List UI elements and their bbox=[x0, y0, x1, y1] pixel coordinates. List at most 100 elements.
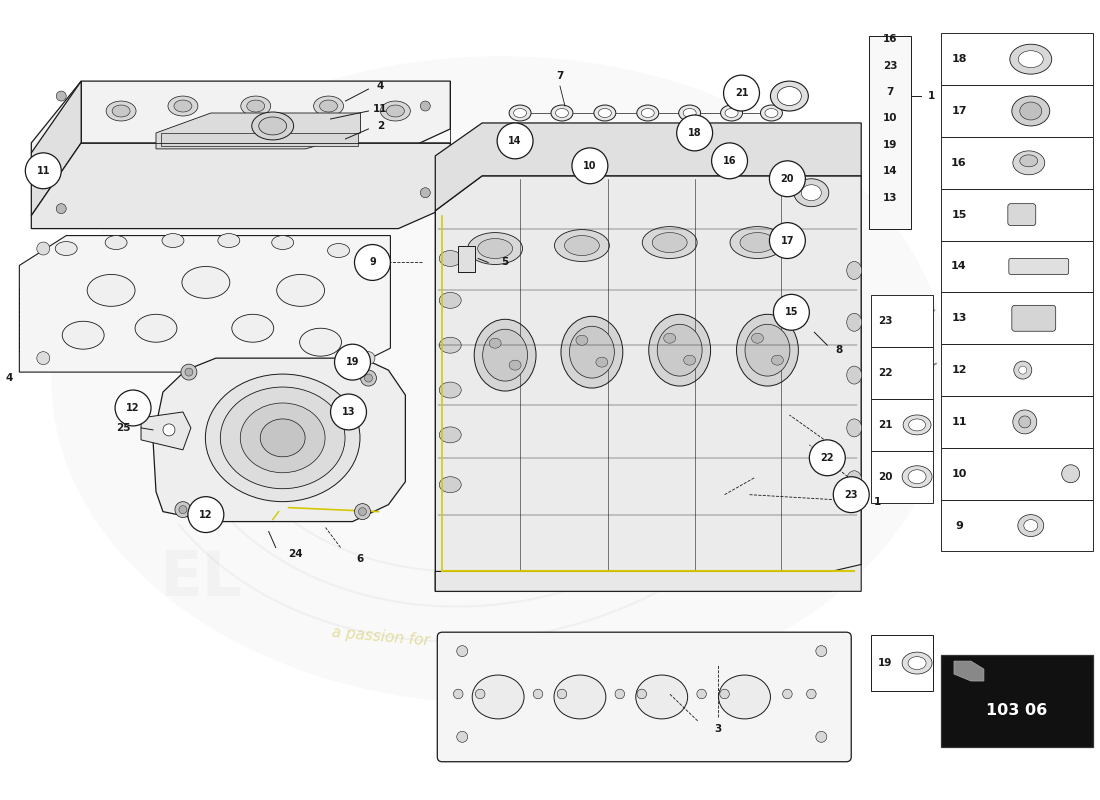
Ellipse shape bbox=[1012, 96, 1049, 126]
Circle shape bbox=[331, 394, 366, 430]
FancyBboxPatch shape bbox=[1009, 258, 1069, 274]
Ellipse shape bbox=[641, 109, 654, 118]
Circle shape bbox=[1013, 410, 1037, 434]
Ellipse shape bbox=[320, 100, 338, 112]
Text: 103 06: 103 06 bbox=[987, 703, 1047, 718]
Ellipse shape bbox=[570, 326, 614, 378]
Ellipse shape bbox=[725, 109, 738, 118]
FancyBboxPatch shape bbox=[940, 34, 1092, 85]
Polygon shape bbox=[954, 661, 983, 681]
Circle shape bbox=[637, 689, 647, 698]
Ellipse shape bbox=[162, 234, 184, 247]
Text: 8: 8 bbox=[836, 345, 843, 355]
Text: 16: 16 bbox=[952, 158, 967, 168]
Ellipse shape bbox=[683, 109, 696, 118]
Ellipse shape bbox=[439, 427, 461, 443]
Ellipse shape bbox=[468, 233, 522, 265]
Circle shape bbox=[773, 294, 810, 330]
Polygon shape bbox=[153, 358, 406, 522]
Ellipse shape bbox=[55, 242, 77, 255]
Ellipse shape bbox=[594, 105, 616, 121]
FancyBboxPatch shape bbox=[940, 292, 1092, 344]
Ellipse shape bbox=[636, 675, 688, 719]
Text: 23: 23 bbox=[883, 61, 898, 70]
Circle shape bbox=[534, 689, 542, 698]
Ellipse shape bbox=[1013, 151, 1045, 174]
Text: 23: 23 bbox=[845, 490, 858, 500]
Circle shape bbox=[179, 506, 187, 514]
FancyBboxPatch shape bbox=[940, 241, 1092, 292]
Ellipse shape bbox=[206, 374, 360, 502]
Polygon shape bbox=[436, 565, 861, 591]
Ellipse shape bbox=[771, 355, 783, 365]
Text: 5: 5 bbox=[502, 258, 508, 267]
Text: 13: 13 bbox=[883, 193, 898, 202]
Circle shape bbox=[558, 689, 566, 698]
Circle shape bbox=[724, 75, 759, 111]
Text: 12: 12 bbox=[199, 510, 212, 520]
Text: 7: 7 bbox=[887, 87, 894, 97]
Ellipse shape bbox=[684, 355, 695, 365]
Circle shape bbox=[354, 504, 371, 519]
Circle shape bbox=[712, 143, 748, 178]
Text: 14: 14 bbox=[883, 166, 898, 176]
Ellipse shape bbox=[902, 466, 932, 488]
Text: 22: 22 bbox=[878, 368, 892, 378]
Text: 25: 25 bbox=[116, 423, 130, 433]
Circle shape bbox=[362, 352, 375, 365]
Circle shape bbox=[1062, 465, 1080, 482]
Ellipse shape bbox=[1024, 519, 1037, 531]
Ellipse shape bbox=[745, 324, 790, 376]
Ellipse shape bbox=[596, 357, 608, 367]
Text: 7: 7 bbox=[557, 71, 563, 81]
Ellipse shape bbox=[551, 105, 573, 121]
Ellipse shape bbox=[386, 105, 405, 117]
Text: 11: 11 bbox=[952, 417, 967, 427]
Circle shape bbox=[56, 204, 66, 214]
Ellipse shape bbox=[474, 319, 536, 391]
Circle shape bbox=[36, 352, 50, 365]
Polygon shape bbox=[20, 235, 390, 372]
Circle shape bbox=[56, 91, 66, 101]
Ellipse shape bbox=[652, 233, 688, 253]
Circle shape bbox=[185, 368, 192, 376]
Text: 18: 18 bbox=[688, 128, 702, 138]
Ellipse shape bbox=[258, 117, 287, 135]
Circle shape bbox=[719, 689, 729, 698]
Ellipse shape bbox=[847, 366, 861, 384]
FancyBboxPatch shape bbox=[940, 655, 1092, 746]
Ellipse shape bbox=[381, 101, 410, 121]
Ellipse shape bbox=[252, 112, 294, 140]
Ellipse shape bbox=[63, 322, 104, 349]
Ellipse shape bbox=[764, 109, 778, 118]
Polygon shape bbox=[436, 176, 861, 591]
Circle shape bbox=[180, 364, 197, 380]
Circle shape bbox=[816, 731, 827, 742]
Circle shape bbox=[475, 689, 485, 698]
Ellipse shape bbox=[1020, 155, 1037, 167]
Text: 10: 10 bbox=[883, 114, 898, 123]
Ellipse shape bbox=[439, 250, 461, 266]
Polygon shape bbox=[31, 143, 450, 229]
Ellipse shape bbox=[299, 328, 341, 356]
Polygon shape bbox=[436, 123, 861, 210]
Text: 21: 21 bbox=[878, 420, 892, 430]
Ellipse shape bbox=[847, 470, 861, 489]
Ellipse shape bbox=[246, 100, 265, 112]
Ellipse shape bbox=[751, 334, 763, 343]
Ellipse shape bbox=[112, 105, 130, 117]
Circle shape bbox=[36, 242, 50, 255]
Text: 13: 13 bbox=[342, 407, 355, 417]
Ellipse shape bbox=[240, 403, 326, 473]
Ellipse shape bbox=[720, 105, 742, 121]
FancyBboxPatch shape bbox=[871, 347, 933, 399]
Ellipse shape bbox=[909, 419, 925, 431]
Text: 4: 4 bbox=[6, 373, 13, 383]
Text: 16: 16 bbox=[883, 34, 898, 44]
Ellipse shape bbox=[770, 81, 808, 111]
Circle shape bbox=[497, 123, 534, 159]
Ellipse shape bbox=[490, 338, 502, 348]
FancyBboxPatch shape bbox=[869, 36, 911, 229]
Ellipse shape bbox=[760, 105, 782, 121]
Circle shape bbox=[1014, 361, 1032, 379]
